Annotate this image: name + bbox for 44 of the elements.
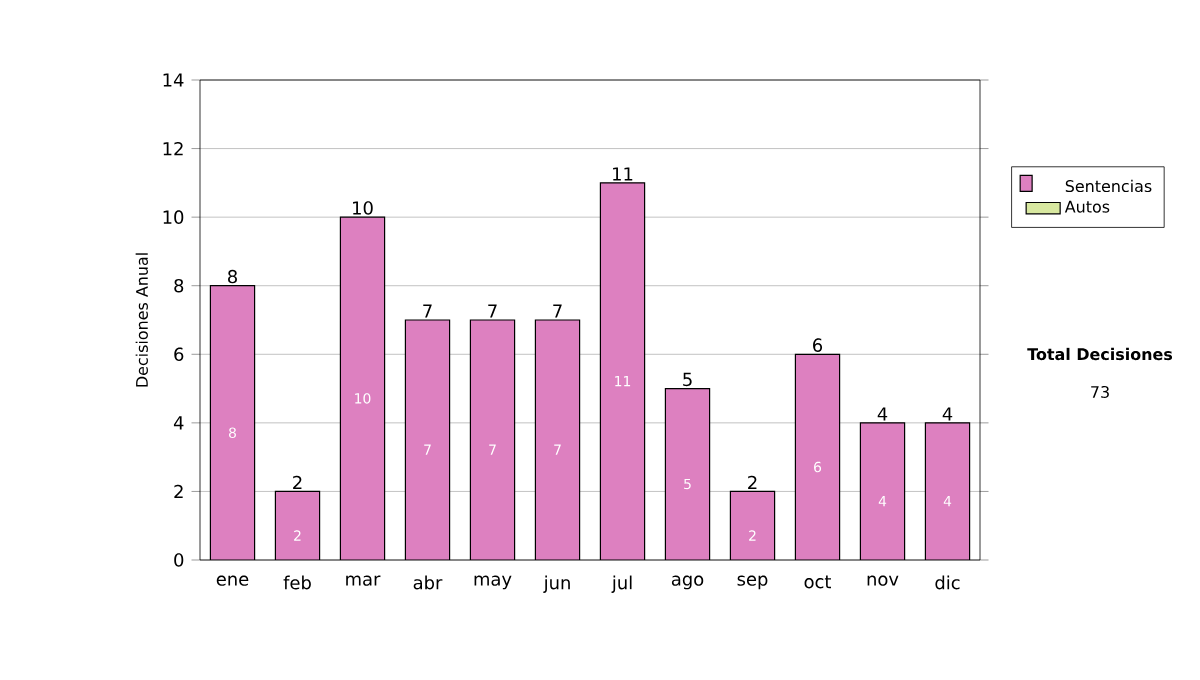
bar <box>860 422 905 560</box>
x-tick-label: ago <box>671 575 704 590</box>
total-label: 5 <box>683 372 692 387</box>
x-tick-label: jun <box>543 575 570 593</box>
total-label: 2 <box>293 475 302 490</box>
x-tick-label: sep <box>737 575 768 590</box>
y-tick-label: 4 <box>173 416 184 430</box>
y-tick-label: 0 <box>174 553 184 567</box>
total-label: 11 <box>613 167 633 181</box>
total-label: 7 <box>423 304 432 318</box>
total-label: 10 <box>353 201 373 215</box>
bar <box>210 285 255 560</box>
x-tick-label: nov <box>867 575 899 586</box>
x-tick-label: mar <box>346 575 381 586</box>
bar <box>535 320 580 560</box>
bar <box>600 182 645 560</box>
y-tick-label: 2 <box>174 484 183 499</box>
x-tick-label: may <box>474 575 512 590</box>
bar <box>665 388 710 560</box>
bar <box>275 491 320 560</box>
x-tick-label: abr <box>413 575 443 590</box>
bar <box>470 320 515 560</box>
total-label: 8 <box>228 269 237 284</box>
y-tick-label: 6 <box>174 347 184 362</box>
y-tick-label: 8 <box>174 278 184 293</box>
total-label: 4 <box>942 407 953 421</box>
total-label: 6 <box>813 338 823 352</box>
x-tick-label: feb <box>283 575 311 590</box>
x-tick-label: dic <box>935 575 960 590</box>
bar <box>795 354 840 560</box>
x-tick-label: oct <box>804 575 832 589</box>
total-label: 2 <box>748 475 757 490</box>
bar <box>924 422 971 560</box>
bar <box>405 320 450 560</box>
y-tick-label: 14 <box>163 73 184 87</box>
total-label: 7 <box>488 304 497 318</box>
y-tick-label: 10 <box>163 210 184 224</box>
total-label: 7 <box>553 304 562 318</box>
bar <box>730 491 775 560</box>
total-label: 4 <box>877 407 888 421</box>
x-tick-label: jul <box>611 575 632 593</box>
y-tick-label: 12 <box>163 141 183 156</box>
bar <box>340 217 385 560</box>
x-tick-label: ene <box>216 575 249 586</box>
